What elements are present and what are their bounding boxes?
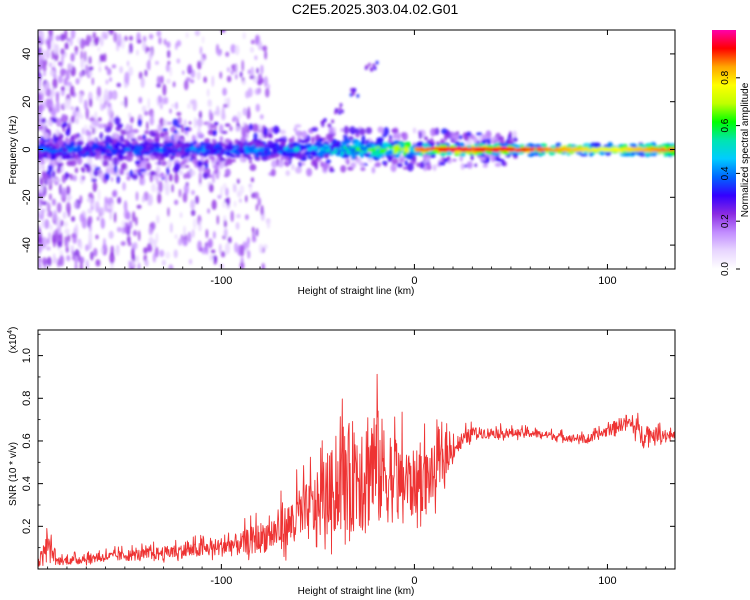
snr-multiplier: (x104) xyxy=(7,327,19,354)
spectrogram-x-tick-label: -100 xyxy=(210,275,232,287)
snr-y-ticks: 0.2 0.4 0.6 0.8 1.0 xyxy=(21,333,675,549)
snr-x-ticks: -100 0 100 xyxy=(47,330,666,587)
colorbar-ticks: 0.0 0.2 0.4 0.6 0.8 xyxy=(720,70,740,276)
colorbar-tick-label: 0.8 xyxy=(720,70,731,84)
snr-y-tick-label: 1.0 xyxy=(21,348,33,363)
colorbar: 0.0 0.2 0.4 0.6 0.8 Normalized spectral ampl… xyxy=(712,30,750,276)
snr-multiplier-close: ) xyxy=(8,327,19,330)
snr-y-label: SNR (10 * v/v) xyxy=(8,442,19,506)
spectrogram-y-tick-label: 40 xyxy=(21,48,33,60)
colorbar-gradient xyxy=(712,30,736,269)
snr-y-tick-label: 0.2 xyxy=(21,519,33,534)
spectrogram-y-label: Frequency (Hz) xyxy=(8,116,19,185)
spectrogram-x-label: Height of straight line (km) xyxy=(298,286,415,297)
snr-x-label: Height of straight line (km) xyxy=(298,586,415,597)
colorbar-tick-label: 0.0 xyxy=(720,262,731,276)
spectrogram-y-ticks: -40 -20 0 20 40 xyxy=(21,29,675,270)
colorbar-tick-label: 0.6 xyxy=(720,118,731,132)
snr-y-tick-label: 0.4 xyxy=(21,476,33,491)
snr-plot-area xyxy=(38,330,675,569)
snr-panel: -100 0 100 0.2 0.4 0.6 0.8 1.0 Height of strai… xyxy=(7,327,676,597)
snr-x-tick-label: -100 xyxy=(210,575,232,587)
snr-multiplier-exp: 4 xyxy=(7,330,14,334)
spectrogram-heatmap xyxy=(38,30,675,269)
spectrogram-y-tick-label: 0 xyxy=(21,146,33,152)
spectrogram-x-tick-label: 100 xyxy=(598,275,616,287)
colorbar-label: Normalized spectral amplitude xyxy=(740,82,750,217)
spectrogram-y-tick-label: 20 xyxy=(21,96,33,108)
snr-multiplier-base: (x10 xyxy=(8,333,19,353)
spectrogram-x-ticks: -100 0 100 xyxy=(47,30,666,287)
snr-series-line xyxy=(38,373,675,567)
snr-x-tick-label: 100 xyxy=(598,575,616,587)
spectrogram-y-tick-label: -20 xyxy=(21,189,33,205)
colorbar-tick-label: 0.4 xyxy=(720,166,731,180)
figure-title: C2E5.2025.303.04.02.G01 xyxy=(292,1,459,17)
spectrogram-y-tick-label: -40 xyxy=(21,237,33,253)
svg-text:(x104): (x104) xyxy=(7,327,19,354)
snr-y-tick-label: 0.6 xyxy=(21,433,33,448)
snr-x-tick-label: 0 xyxy=(411,575,417,587)
snr-y-tick-label: 0.8 xyxy=(21,391,33,406)
colorbar-tick-label: 0.2 xyxy=(720,214,731,228)
spectrogram-x-tick-label: 0 xyxy=(411,275,417,287)
spectrogram-panel: -100 0 100 -40 -20 0 20 40 Height of straight … xyxy=(8,29,676,297)
